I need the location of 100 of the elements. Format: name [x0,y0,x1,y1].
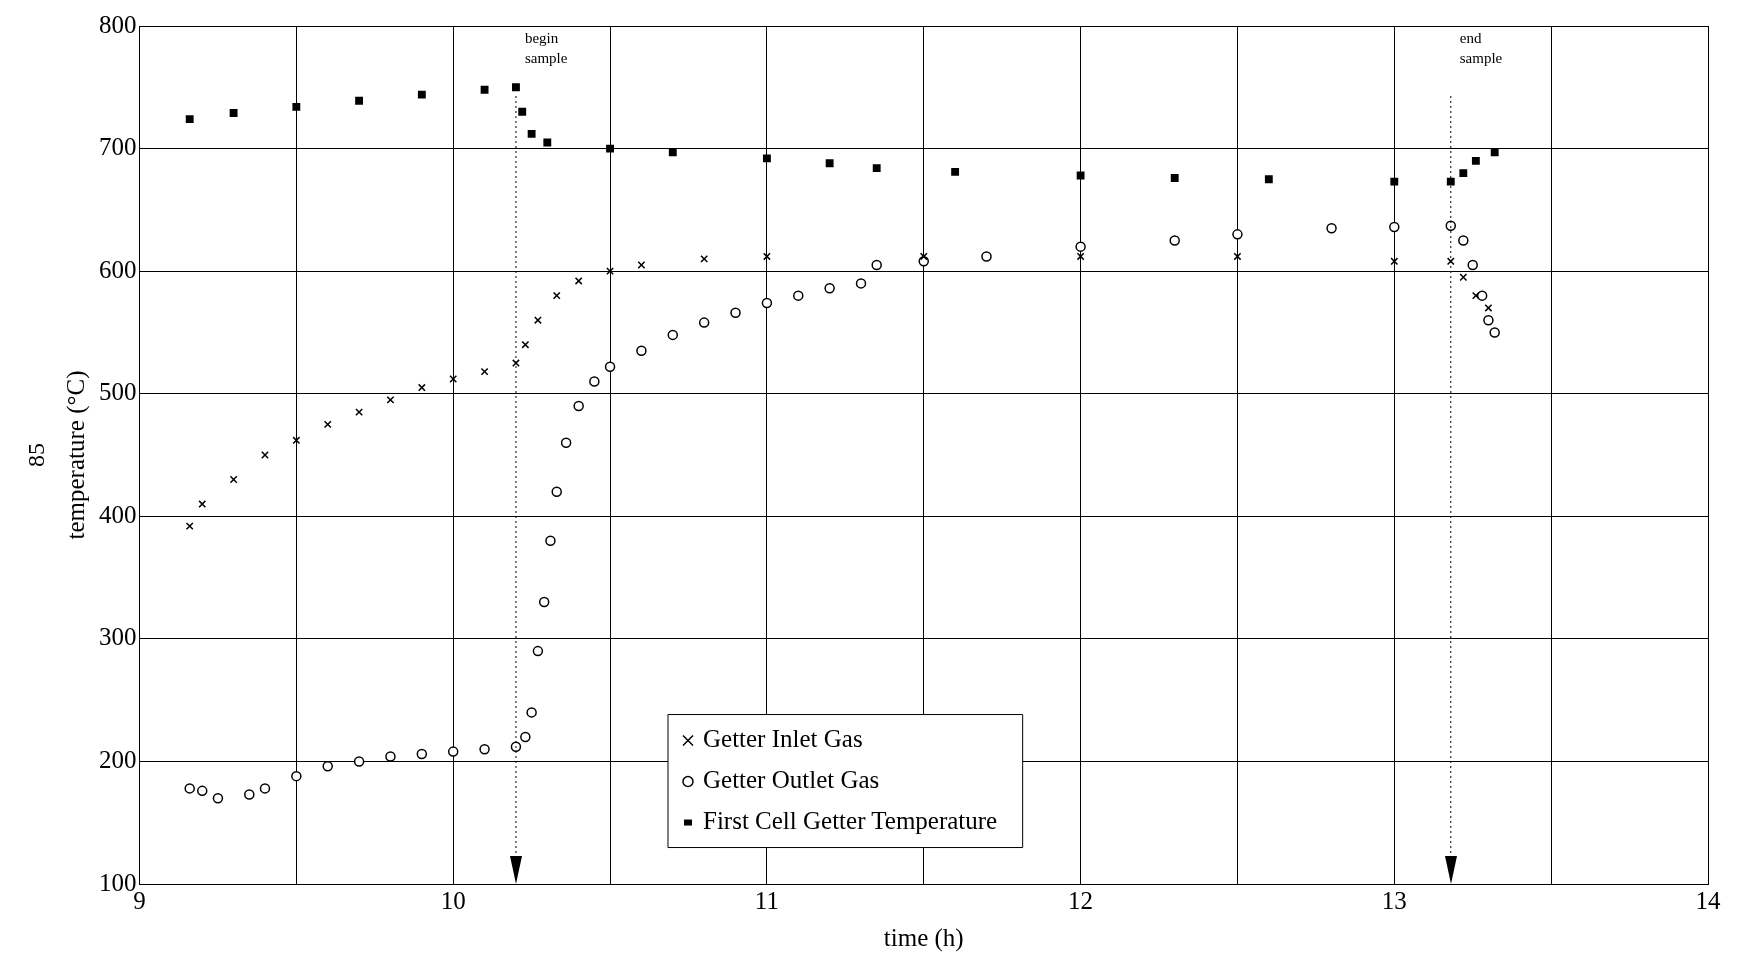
point [730,307,741,319]
point [480,367,489,376]
point [416,748,428,760]
point [292,436,301,445]
y-tick-label: 400 [99,500,137,528]
point [667,329,679,341]
point [244,789,255,800]
point [1390,177,1399,186]
y-tick-label: 200 [99,745,137,773]
point [981,251,992,262]
point [1326,222,1337,234]
x-tick-label: 13 [1381,886,1407,914]
point [824,283,835,294]
y-axis-title: temperature (°C) [61,370,90,540]
point [951,167,960,176]
point [185,115,194,124]
point [512,83,520,92]
point [574,277,583,285]
point [604,361,616,372]
y-tick-label: 700 [99,133,137,161]
point [543,138,552,147]
legend-label: First Cell Getter Temperature [702,807,998,835]
point [1076,171,1085,180]
point [636,345,647,357]
legend-label: Getter Outlet Gas [702,766,880,794]
point [291,770,302,782]
point [532,645,544,657]
point [1458,235,1469,246]
point [1076,252,1085,261]
point [184,783,195,794]
point [552,291,561,300]
point [518,107,527,116]
point [259,783,271,794]
point [417,90,426,99]
x-tick-label: 11 [754,886,779,914]
point [825,159,834,168]
point [793,290,804,301]
point [292,102,301,111]
legend-label: Getter Inlet Gas [702,725,863,753]
point [1169,235,1180,246]
point [761,297,773,309]
point [762,252,771,261]
point [520,731,531,743]
point [1075,241,1086,252]
x-axis-title: time (h) [883,923,964,952]
text: 85 [23,443,50,467]
point [1233,252,1242,261]
point [1467,259,1478,271]
point [1264,175,1273,184]
point [1390,257,1399,266]
point [589,376,600,387]
point [229,109,238,117]
point [1459,273,1468,282]
x-tick-label: 10 [440,886,466,914]
point [1489,327,1500,338]
point [480,85,489,94]
x-tick-label: 14 [1695,886,1721,914]
point [1445,220,1457,232]
point [533,316,542,325]
point [447,746,459,757]
point [1170,174,1179,182]
point [545,535,556,547]
point [512,359,520,367]
y-tick-label: 500 [99,378,137,406]
point [551,486,562,498]
point [1389,221,1400,233]
point [196,785,208,797]
y-tick-label: 800 [99,10,137,38]
point [1471,291,1480,300]
point [1459,169,1468,178]
ref-line-label: begin sample [524,30,568,67]
point [212,792,224,804]
point [261,451,269,459]
point [573,400,584,412]
point [229,475,238,484]
point [417,383,426,392]
point [323,420,332,429]
point [353,756,365,767]
point [1483,314,1494,326]
point [919,252,928,261]
point [198,500,207,508]
point [1471,156,1480,165]
point [185,522,194,531]
y-tick-label: 600 [99,255,137,283]
point [637,261,646,269]
point [1446,177,1455,186]
point [322,761,333,772]
y-tick-label: 300 [99,623,137,651]
point [527,129,536,138]
point [1490,148,1499,157]
point [449,375,458,383]
point [606,267,614,276]
point [479,743,490,755]
point [1484,303,1493,312]
point [386,395,395,404]
point [560,437,572,448]
point [872,164,881,173]
point [526,707,537,718]
ref-line-label: end sample [1459,30,1503,67]
point [1446,257,1455,266]
